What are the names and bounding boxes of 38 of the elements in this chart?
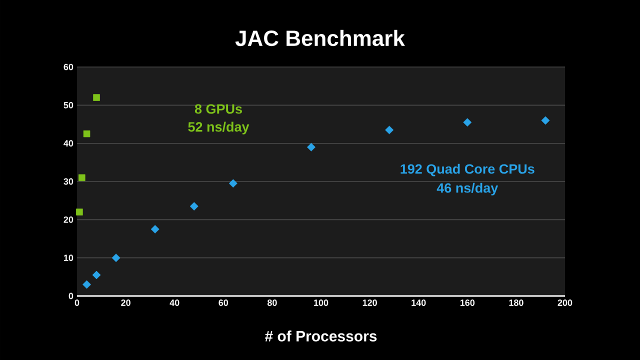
point (541, 116, 550, 125)
x-tick-label: 60 (218, 300, 228, 306)
point (92, 270, 101, 280)
point (385, 126, 394, 134)
point (228, 179, 238, 188)
point (306, 142, 316, 152)
x-tick-label: 40 (170, 300, 180, 306)
annotation: 8 GPUs (194, 104, 242, 114)
y-tick-label: 60 (64, 64, 74, 70)
point (76, 208, 83, 216)
point (82, 280, 92, 289)
point (83, 130, 90, 138)
point (150, 225, 160, 234)
annotation: 52 ns/day (188, 122, 250, 134)
x-tick-label: 80 (267, 300, 277, 306)
y-tick-label: 50 (64, 102, 74, 108)
x-tick-label: 180 (509, 300, 524, 306)
point (190, 202, 198, 211)
chart-title: JAC Benchmark (235, 30, 405, 46)
point (463, 118, 472, 127)
x-tick-label: 160 (460, 300, 475, 306)
point (93, 94, 100, 101)
x-tick-label: 200 (558, 300, 572, 306)
annotation: 192 Quad Core CPUs (400, 164, 534, 176)
x-tick-label: 100 (314, 300, 328, 306)
annotation: 46 ns/day (436, 182, 498, 196)
y-tick-label: 10 (64, 254, 74, 262)
x-tick-label: 120 (362, 300, 377, 306)
y-tick-label: 0 (68, 292, 74, 300)
point (112, 254, 120, 262)
y-tick-label: 20 (64, 216, 74, 223)
x-tick-label: 140 (412, 300, 426, 306)
y-tick-label: 40 (64, 140, 74, 147)
x-tick-label: 0 (74, 300, 80, 306)
x-tick-label: 20 (121, 300, 130, 306)
y-tick-label: 30 (64, 178, 74, 185)
point (78, 174, 86, 182)
x-axis-title: # of Processors (264, 330, 377, 342)
